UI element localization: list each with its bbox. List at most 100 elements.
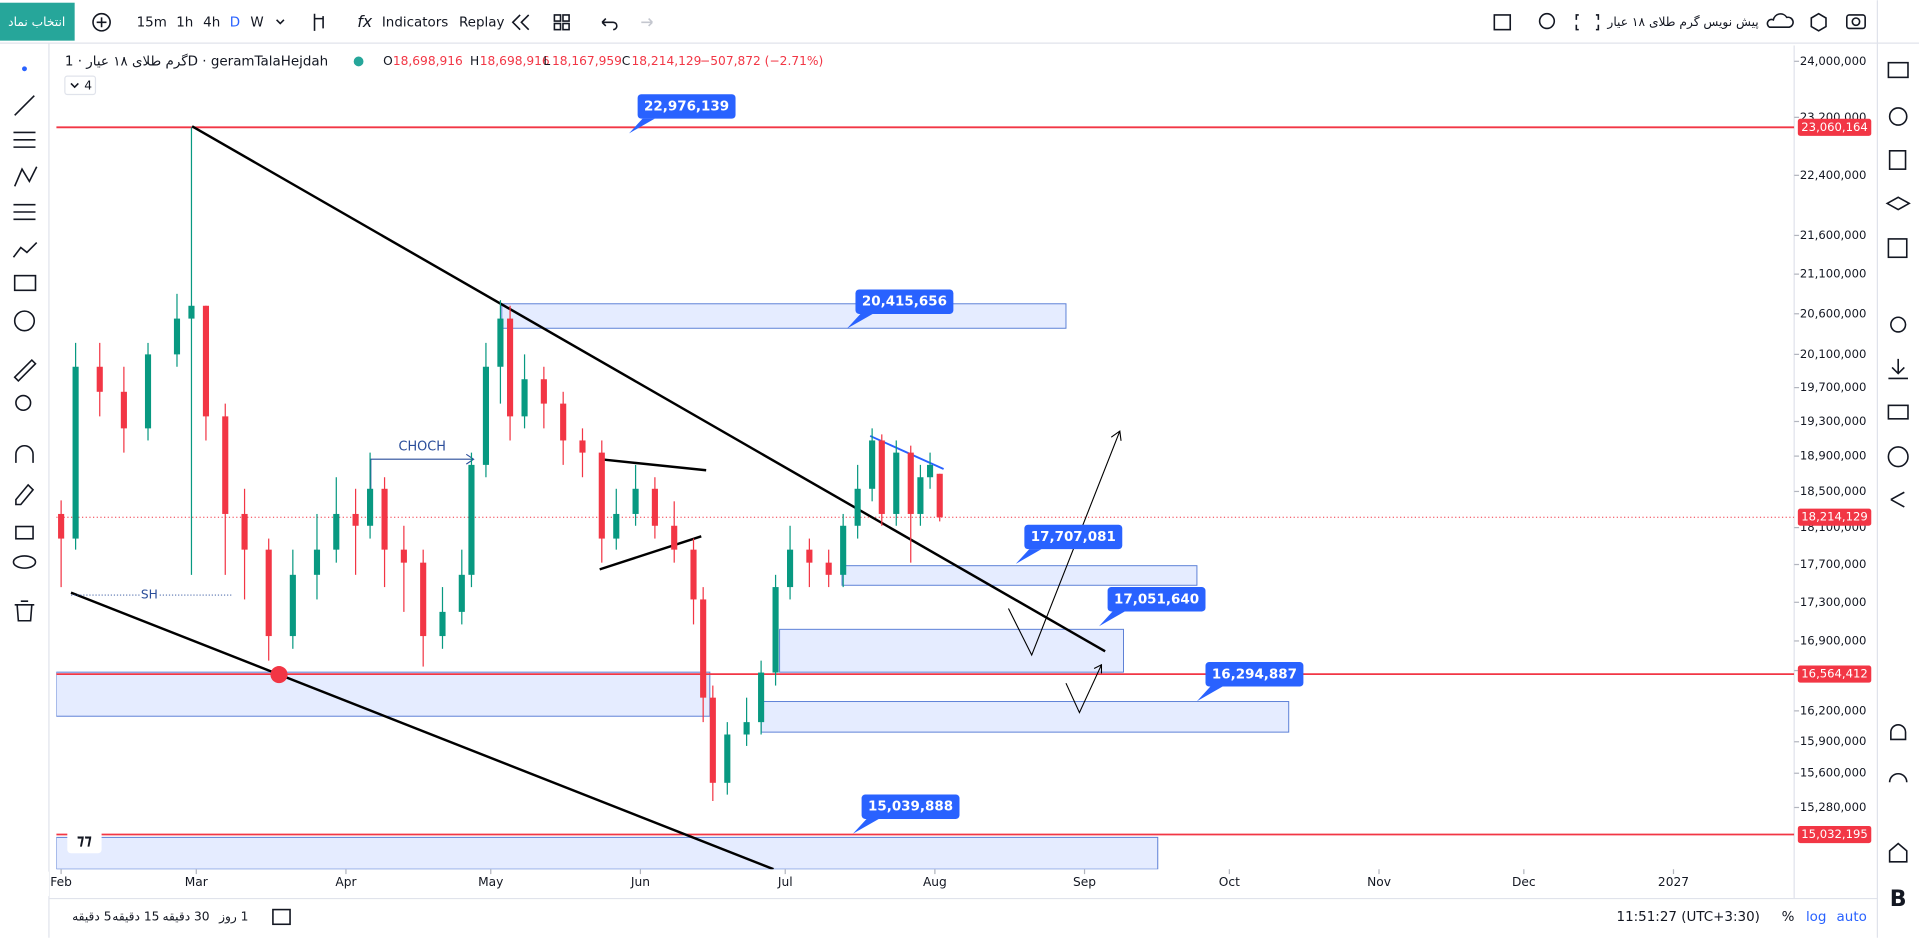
layout-name[interactable]: پیش نویس گرم طلای ۱۸ عیار — [1606, 15, 1758, 30]
indicators-button[interactable]: Indicators — [382, 15, 448, 30]
candle-body — [854, 488, 861, 526]
watchlist-icon[interactable] — [1887, 61, 1909, 79]
interval[interactable]: 1h — [176, 15, 193, 30]
layout-icon[interactable] — [553, 14, 562, 22]
shape-tool[interactable] — [13, 274, 37, 292]
zoom-tool[interactable] — [15, 394, 32, 412]
alerts-icon[interactable] — [1888, 107, 1908, 126]
callout-box — [637, 94, 736, 119]
ohlc-label: O — [383, 54, 393, 68]
ohlc-value: 18,167,959 — [552, 54, 622, 68]
support-icon[interactable] — [1888, 772, 1908, 783]
log-toggle[interactable]: log — [1806, 910, 1827, 925]
expand-icon[interactable] — [1575, 14, 1600, 31]
notification-icon[interactable] — [1890, 724, 1907, 741]
x-tick-label: Aug — [923, 875, 947, 889]
price-axis-tag-label: 18,214,129 — [1801, 510, 1867, 524]
candle-body — [497, 318, 504, 367]
x-tick-label: Jun — [630, 875, 650, 889]
profile-icon[interactable] — [1887, 446, 1909, 468]
delete-tool[interactable] — [14, 600, 35, 622]
candle-body — [598, 452, 605, 539]
forecast-tool[interactable] — [12, 242, 38, 258]
y-tick-label: 20,600,000 — [1800, 306, 1866, 320]
candle-body — [96, 366, 103, 392]
settings-icon[interactable] — [1810, 12, 1827, 32]
snapshot-icon[interactable] — [1845, 14, 1866, 30]
download-icon[interactable] — [1888, 358, 1908, 380]
candle-body — [787, 549, 794, 588]
range-button[interactable]: 5 دقیقه — [72, 909, 111, 923]
lock-tool[interactable] — [15, 525, 34, 540]
trend-line-tool[interactable] — [14, 95, 35, 116]
ohlc-value: 18,214,129 — [632, 54, 702, 68]
range-button[interactable]: 15 دقیقه — [112, 909, 159, 923]
visibility-tool[interactable] — [12, 555, 37, 569]
fullscreen-icon[interactable] — [1493, 14, 1512, 31]
candle-body — [173, 318, 181, 355]
y-tick-label: 17,700,000 — [1800, 557, 1866, 571]
settings-side-icon[interactable] — [1890, 316, 1907, 333]
share-icon[interactable] — [1890, 491, 1905, 508]
percent-toggle[interactable]: % — [1782, 910, 1795, 925]
alert-icon[interactable] — [1538, 12, 1556, 30]
x-tick-label: Dec — [1512, 875, 1536, 889]
callout-label: 22,976,139 — [644, 99, 729, 114]
projection-tool[interactable] — [13, 203, 36, 221]
ruler-tool[interactable] — [13, 358, 37, 383]
candle-body — [758, 672, 765, 723]
brand-icon[interactable]: B — [1890, 887, 1907, 912]
cursor-tool[interactable] — [22, 66, 27, 72]
chart-type-icon[interactable] — [313, 13, 324, 31]
zone-box — [841, 565, 1198, 586]
range-button[interactable]: 1 روز — [218, 909, 248, 924]
interval-active[interactable]: D — [230, 15, 240, 30]
candle-body — [289, 574, 296, 637]
emoji-tool[interactable] — [13, 310, 36, 332]
projection-arrow — [1007, 430, 1122, 657]
card-icon[interactable] — [1887, 404, 1909, 420]
home-icon[interactable] — [1888, 842, 1908, 863]
news-icon[interactable] — [1888, 150, 1907, 170]
indicator-count[interactable]: 4 — [84, 78, 92, 92]
cloud-icon[interactable] — [1766, 13, 1794, 28]
callout-label: 17,051,640 — [1114, 592, 1199, 607]
auto-toggle[interactable]: auto — [1837, 910, 1867, 925]
add-symbol-icon[interactable] — [92, 12, 111, 32]
pattern-tool[interactable] — [13, 166, 38, 187]
replay-icon[interactable] — [511, 14, 530, 31]
x-tick-label: Sep — [1073, 875, 1096, 889]
zone-box — [56, 671, 711, 717]
y-tick-label: 22,400,000 — [1800, 168, 1866, 182]
magnet-tool[interactable] — [15, 444, 34, 463]
symbol-button[interactable] — [0, 2, 75, 41]
interval[interactable]: W — [250, 15, 263, 30]
candle-body — [333, 513, 340, 550]
candle-body — [690, 549, 697, 600]
price-axis-tag — [1797, 118, 1872, 136]
fx-icon[interactable]: fx — [357, 12, 373, 31]
interval[interactable]: 15m — [137, 15, 167, 30]
candle-body — [367, 488, 374, 526]
redo-icon[interactable] — [641, 18, 653, 27]
fib-tool[interactable] — [13, 131, 36, 148]
y-tick-label: 17,300,000 — [1800, 595, 1866, 609]
lock-drawing-tool[interactable] — [15, 483, 35, 506]
range-button[interactable]: 30 دقیقه — [162, 909, 209, 923]
right-sidebar: B — [1885, 61, 1911, 912]
calendar-icon[interactable] — [1887, 238, 1908, 259]
indicator-toggle[interactable] — [64, 75, 97, 96]
symbol-button-label[interactable]: انتخاب نماد — [8, 15, 65, 29]
price-axis-tag — [1797, 665, 1872, 683]
replay-button[interactable]: Replay — [459, 15, 505, 30]
candle-body — [265, 549, 272, 637]
drawing-toolbar — [12, 66, 38, 622]
interval[interactable]: 4h — [203, 15, 220, 30]
candle-body — [202, 305, 210, 417]
trend-line — [191, 125, 1106, 653]
layers-icon[interactable] — [1885, 196, 1911, 211]
interval-dropdown[interactable] — [276, 19, 285, 25]
goto-date-icon[interactable] — [272, 908, 291, 926]
undo-icon[interactable] — [601, 18, 618, 31]
